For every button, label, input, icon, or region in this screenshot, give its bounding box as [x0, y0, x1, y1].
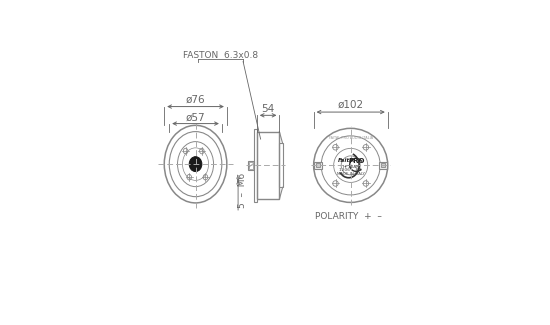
Text: 5  –  M6: 5 – M6	[238, 173, 247, 208]
Bar	[381, 163, 385, 167]
Text: FAITAL PRO AUDIO ITALIA: FAITAL PRO AUDIO ITALIA	[329, 136, 373, 140]
Bar	[254, 129, 257, 202]
Text: PRO: PRO	[348, 158, 365, 164]
Text: ø102: ø102	[338, 100, 364, 110]
Text: MADE IN ITALY: MADE IN ITALY	[337, 172, 365, 176]
Text: Faital: Faital	[338, 158, 356, 163]
Text: FASTON  6.3x0.8: FASTON 6.3x0.8	[183, 51, 258, 60]
Bar	[316, 163, 320, 167]
Text: 54: 54	[261, 104, 275, 113]
Text: 1206    8Ω: 1206 8Ω	[339, 168, 362, 172]
Bar	[379, 162, 387, 169]
Bar	[279, 143, 283, 187]
Text: ø57: ø57	[186, 112, 205, 122]
Ellipse shape	[189, 157, 202, 172]
Bar	[257, 132, 279, 199]
Text: HF10AK: HF10AK	[342, 165, 359, 169]
Bar	[249, 161, 254, 170]
Bar	[315, 162, 322, 169]
Text: POLARITY  +  –: POLARITY + –	[315, 213, 382, 221]
Bar	[249, 162, 253, 169]
Text: ø76: ø76	[186, 95, 205, 105]
